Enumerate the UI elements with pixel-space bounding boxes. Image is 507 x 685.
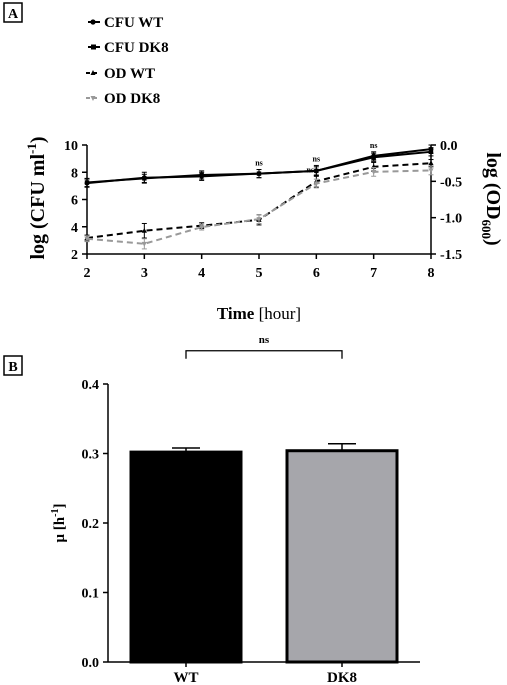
y-ticks-b: 0.0 0.1 0.2 0.3 0.4	[82, 378, 108, 671]
legend-marker-od-dk8	[90, 96, 96, 101]
legend-a: CFU WT CFU DK8 OD WT OD DK8	[86, 15, 169, 107]
errorbar-wt	[172, 447, 200, 453]
y-left-tick-label-8: 8	[71, 166, 78, 181]
y-tick-label-b-1: 0.1	[82, 587, 100, 602]
y-axis-label-right-a: log (OD600)	[479, 152, 504, 245]
y-left-tick-label-2: 2	[71, 248, 78, 263]
point-od-wt-3	[141, 227, 147, 233]
bar-wt	[129, 450, 243, 664]
y-left-tick-label-4: 4	[71, 221, 78, 236]
panel-b: B 0.0 0.1 0.2 0.3 0.4 WT DK8 μ [h-1] ns	[3, 334, 420, 685]
y-left-tick-label-6: 6	[71, 194, 78, 209]
x-tick-label-8: 8	[428, 266, 435, 281]
x-tick-label-dk8: DK8	[327, 670, 357, 685]
annotation-ns-6: ns	[313, 154, 321, 163]
point-od-dk8-2	[84, 236, 90, 242]
y-right-tick-label-0: -1.5	[440, 248, 462, 263]
legend-marker-od-wt	[90, 70, 96, 75]
y-left-tick-label-10: 10	[64, 139, 78, 154]
y-tick-label-b-2: 0.2	[82, 517, 100, 532]
point-cfu-dk8-4	[199, 172, 204, 178]
annotation-ns-7: ns	[370, 141, 378, 150]
significance-label: ns	[259, 334, 270, 346]
y-ticks-right-a: -1.5 -1.0 -0.5 0.0	[431, 139, 462, 263]
y-tick-label-b-4: 0.4	[82, 378, 100, 393]
x-tick-label-2: 2	[84, 266, 91, 281]
y-axis-label-left-a: log (CFU ml-1)	[24, 136, 49, 259]
x-tick-label-3: 3	[141, 266, 148, 281]
point-od-dk8-3	[141, 241, 147, 247]
bars-b	[129, 443, 399, 664]
panel-a: A CFU WT CFU DK8 OD WT OD DK8 2 3 4 5 6 7 8 2 4…	[3, 2, 504, 323]
panel-b-label-box	[3, 355, 23, 376]
point-od-dk8-7	[371, 169, 377, 175]
point-od-dk8-8	[428, 168, 434, 174]
y-right-tick-label-1: -1.0	[440, 212, 462, 227]
annotation-ns-5: ns	[255, 159, 263, 168]
annotations-a: ns ns ns ns	[255, 141, 377, 175]
panel-a-label-box	[3, 2, 23, 23]
point-cfu-dk8-7	[371, 155, 376, 160]
y-tick-label-b-3: 0.3	[82, 448, 100, 463]
legend-marker-cfu-dk8	[91, 44, 96, 50]
x-tick-label-5: 5	[256, 266, 263, 281]
point-cfu-dk8-2	[84, 180, 90, 185]
legend-label-cfu-wt: CFU WT	[104, 15, 163, 31]
x-tick-label-wt: WT	[173, 670, 198, 685]
panel-b-label: B	[8, 360, 17, 375]
x-tick-label-7: 7	[370, 266, 377, 281]
annotation-ns-od-6: ns	[307, 166, 315, 175]
point-cfu-dk8-8	[428, 149, 434, 155]
legend-marker-cfu-wt	[90, 19, 96, 25]
x-tick-label-6: 6	[313, 266, 320, 281]
x-axis-label-a: Time [hour]	[217, 304, 301, 323]
legend-label-od-dk8: OD DK8	[104, 91, 160, 107]
legend-label-cfu-dk8: CFU DK8	[104, 40, 169, 56]
legend-label-od-wt: OD WT	[104, 66, 155, 82]
bar-dk8	[285, 449, 399, 664]
series-line-od-dk8	[86, 169, 432, 245]
errorbar-dk8	[328, 443, 356, 451]
y-tick-label-b-0: 0.0	[82, 656, 100, 671]
point-od-dk8-5	[256, 217, 262, 222]
y-axis-label-b: μ [h-1]	[50, 504, 68, 543]
point-od-dk8-4	[199, 225, 205, 230]
significance-line	[185, 350, 343, 359]
series-a	[84, 144, 434, 250]
point-cfu-dk8-5	[256, 171, 262, 176]
y-right-tick-label-2: -0.5	[440, 175, 462, 190]
x-ticks-b: WT DK8	[173, 662, 357, 685]
significance-bracket: ns	[185, 334, 343, 359]
y-ticks-left-a: 2 4 6 8 10	[64, 139, 87, 263]
point-cfu-dk8-3	[142, 176, 147, 181]
x-ticks-a: 2 3 4 5 6 7 8	[84, 254, 435, 281]
point-cfu-dk8-6	[314, 168, 319, 174]
point-od-wt-8	[428, 160, 434, 166]
panel-a-label: A	[8, 7, 19, 22]
x-tick-label-4: 4	[198, 266, 205, 281]
y-right-tick-label-3: 0.0	[440, 139, 458, 154]
point-od-dk8-6	[313, 181, 319, 187]
